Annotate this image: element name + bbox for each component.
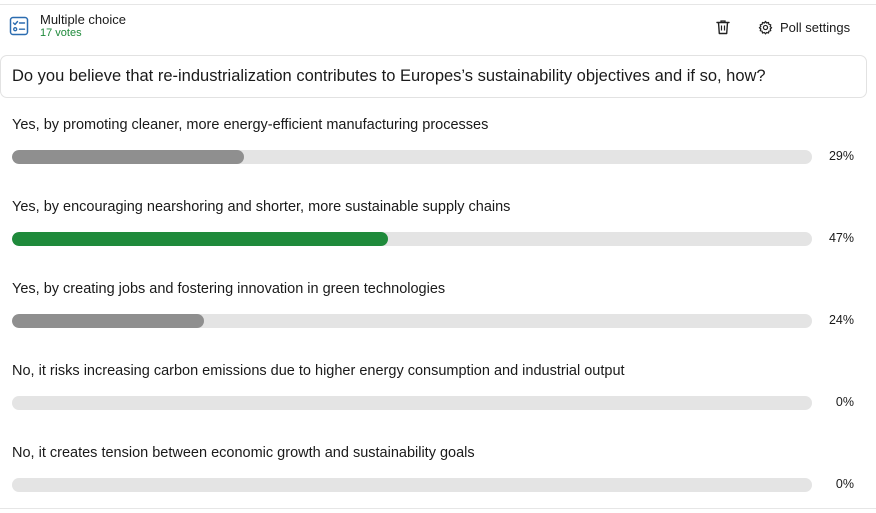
poll-question: Do you believe that re-industrialization… — [12, 67, 766, 85]
trash-icon — [716, 20, 730, 35]
option-label: Yes, by creating jobs and fostering inno… — [12, 281, 446, 297]
poll-option-4[interactable]: No, it risks increasing carbon emissions… — [0, 363, 876, 423]
vote-count: 17 votes — [40, 27, 82, 39]
option-percent: 0% — [835, 477, 854, 491]
result-bar-track — [12, 232, 812, 246]
poll-option-1[interactable]: Yes, by promoting cleaner, more energy-e… — [0, 117, 876, 177]
option-label: Yes, by encouraging nearshoring and shor… — [12, 199, 511, 215]
result-bar-track — [12, 150, 812, 164]
result-bar-fill — [12, 232, 388, 246]
poll-option-5[interactable]: No, it creates tension between economic … — [0, 445, 876, 505]
delete-poll-button[interactable] — [714, 18, 732, 36]
result-bar-fill — [12, 314, 204, 328]
poll-option-2[interactable]: Yes, by encouraging nearshoring and shor… — [0, 199, 876, 259]
result-bar-fill — [12, 150, 244, 164]
bottom-divider — [0, 508, 876, 509]
result-bar-track — [12, 314, 812, 328]
option-percent: 47% — [828, 231, 854, 245]
option-label: No, it risks increasing carbon emissions… — [12, 363, 625, 379]
top-divider — [0, 4, 876, 5]
question-box: Do you believe that re-industrialization… — [0, 55, 867, 98]
checklist-icon — [9, 16, 29, 36]
option-percent: 29% — [828, 149, 854, 163]
option-percent: 24% — [828, 313, 854, 327]
option-label: No, it creates tension between economic … — [12, 445, 475, 461]
result-bar-track — [12, 478, 812, 492]
option-label: Yes, by promoting cleaner, more energy-e… — [12, 117, 489, 133]
poll-settings-label: Poll settings — [780, 19, 851, 35]
gear-icon — [758, 20, 773, 34]
poll-settings-button[interactable]: Poll settings — [758, 17, 850, 37]
result-bar-track — [12, 396, 812, 410]
poll-header: Multiple choice 17 votes Poll settings — [0, 6, 876, 50]
poll-type-title: Multiple choice — [40, 12, 126, 27]
option-percent: 0% — [835, 395, 854, 409]
poll-option-3[interactable]: Yes, by creating jobs and fostering inno… — [0, 281, 876, 341]
